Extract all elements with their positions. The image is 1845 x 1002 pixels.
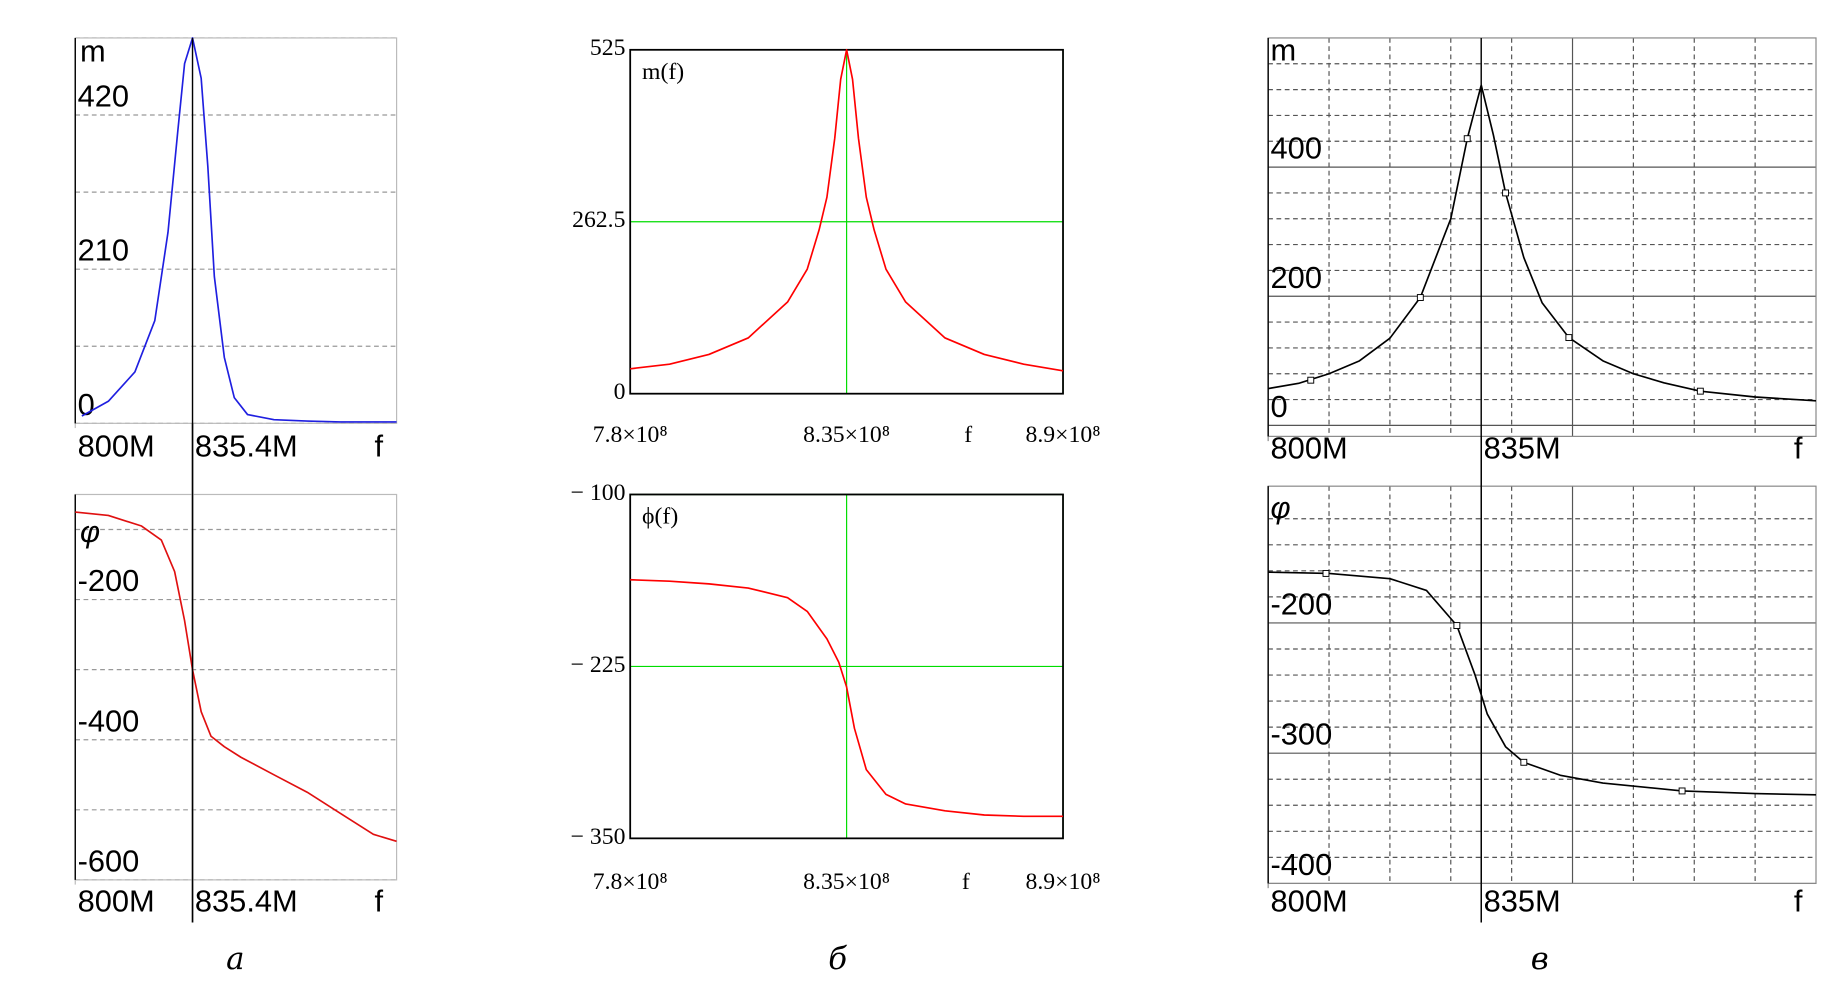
x-tick-label: 835.4M bbox=[195, 884, 298, 919]
marker bbox=[1520, 758, 1528, 766]
x-axis-label: f bbox=[1794, 884, 1803, 919]
y-tick-label: − 225 bbox=[571, 652, 626, 678]
marker bbox=[1416, 294, 1424, 301]
caption: в bbox=[1531, 941, 1549, 977]
plot-frame bbox=[1267, 37, 1817, 437]
plot-frame bbox=[1267, 485, 1817, 885]
x-tick-label: 8.35×10⁸ bbox=[803, 422, 890, 448]
data-line bbox=[630, 578, 1064, 818]
y-tick-label: 200 bbox=[1271, 260, 1322, 295]
plot-frame bbox=[629, 493, 1064, 840]
chart-title: m(f) bbox=[642, 59, 684, 85]
y-tick-label: 0 bbox=[78, 387, 95, 422]
x-axis-label: f bbox=[375, 428, 384, 463]
y-tick-label: − 100 bbox=[571, 480, 626, 506]
chart-title: m bbox=[80, 34, 106, 69]
y-tick-label: 0 bbox=[614, 379, 626, 405]
x-tick-label: 800M bbox=[78, 884, 155, 919]
chart-title: φ bbox=[80, 514, 100, 549]
x-tick-label: 835.4M bbox=[195, 428, 298, 463]
y-tick-label: -600 bbox=[78, 843, 140, 878]
marker bbox=[1678, 787, 1686, 795]
y-tick-label: 262.5 bbox=[572, 207, 625, 233]
x-tick-label: 800M bbox=[1271, 884, 1348, 919]
data-line bbox=[81, 37, 397, 423]
marker bbox=[1453, 622, 1461, 629]
y-tick-label: 525 bbox=[590, 35, 626, 61]
x-tick-label: 8.35×10⁸ bbox=[803, 869, 890, 895]
y-tick-label: -400 bbox=[1271, 847, 1333, 882]
x-axis-label: f bbox=[1794, 431, 1803, 466]
y-tick-label: 210 bbox=[78, 233, 129, 268]
x-tick-label: 7.8×10⁸ bbox=[593, 869, 668, 895]
chart-title: φ bbox=[1271, 490, 1291, 525]
data-line bbox=[75, 511, 397, 843]
y-tick-label: -300 bbox=[1271, 717, 1333, 752]
data-line bbox=[1268, 84, 1817, 402]
y-tick-label: -200 bbox=[1271, 586, 1333, 621]
caption: б bbox=[828, 941, 847, 977]
data-line bbox=[1268, 571, 1817, 796]
y-tick-label: − 350 bbox=[571, 824, 626, 850]
data-line bbox=[630, 48, 1064, 372]
plot-frame bbox=[74, 493, 398, 881]
x-tick-label: 8.9×10⁸ bbox=[1026, 422, 1101, 448]
x-tick-label: 800M bbox=[78, 428, 155, 463]
marker bbox=[1463, 135, 1471, 143]
y-tick-label: 400 bbox=[1271, 131, 1322, 166]
y-tick-label: -400 bbox=[78, 703, 140, 738]
caption: а bbox=[226, 941, 244, 977]
y-tick-label: -200 bbox=[78, 563, 140, 598]
y-tick-label: 0 bbox=[1271, 389, 1288, 424]
y-tick-label: 420 bbox=[78, 79, 129, 114]
marker bbox=[1307, 376, 1315, 384]
x-axis-label: f bbox=[964, 422, 972, 448]
x-axis-label: f bbox=[962, 869, 970, 895]
chart-title: ϕ(f) bbox=[642, 504, 678, 530]
marker bbox=[1322, 570, 1330, 577]
x-tick-label: 8.9×10⁸ bbox=[1026, 869, 1101, 895]
marker bbox=[1696, 387, 1704, 395]
marker bbox=[1502, 189, 1509, 197]
x-tick-label: 7.8×10⁸ bbox=[593, 422, 668, 448]
x-tick-label: 835M bbox=[1484, 884, 1561, 919]
marker bbox=[1565, 334, 1573, 342]
x-axis-label: f bbox=[375, 884, 384, 919]
chart-title: m bbox=[1271, 32, 1297, 67]
